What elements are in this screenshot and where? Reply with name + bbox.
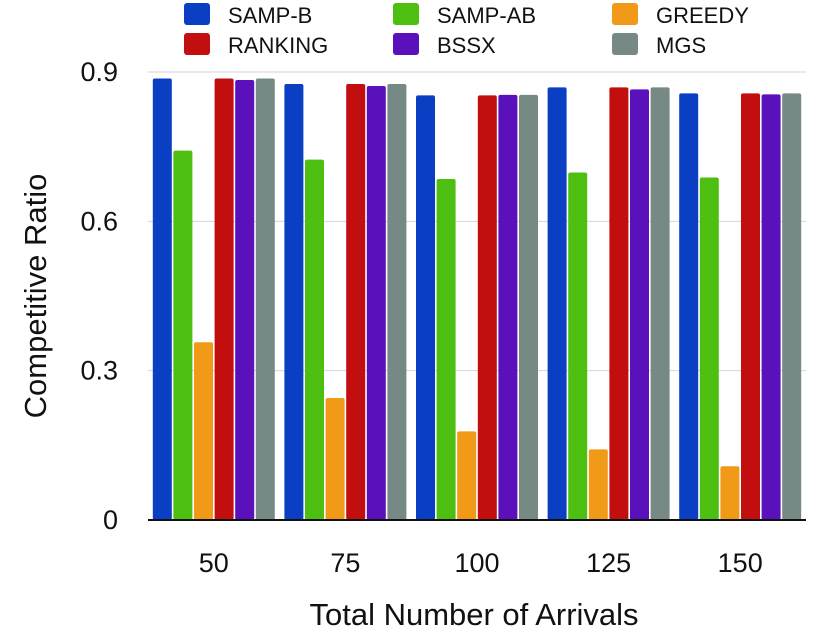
bar-samp-b-125 xyxy=(547,87,567,520)
legend-label-ranking: RANKING xyxy=(228,33,328,58)
bar-samp-b-75 xyxy=(284,83,304,521)
x-tick-label: 100 xyxy=(454,548,499,578)
legend: SAMP-B SAMP-AB GREEDY RANKING BSSX MGS xyxy=(184,3,749,58)
legend-label-mgs: MGS xyxy=(656,33,706,58)
legend-label-greedy: GREEDY xyxy=(656,3,749,28)
legend-label-samp-ab: SAMP-AB xyxy=(437,3,536,28)
bar-mgs-50 xyxy=(255,78,275,521)
legend-swatch-bssx xyxy=(393,33,419,55)
y-tick-label: 0.3 xyxy=(80,356,118,386)
bar-ranking-100 xyxy=(477,95,497,520)
legend-swatch-samp-b xyxy=(184,3,210,25)
bar-ranking-50 xyxy=(214,78,234,521)
bar-samp-ab-150 xyxy=(699,177,719,521)
bar-bssx-125 xyxy=(630,89,649,520)
legend-label-samp-b: SAMP-B xyxy=(228,3,312,28)
x-axis-title: Total Number of Arrivals xyxy=(309,597,638,632)
legend-label-bssx: BSSX xyxy=(437,33,496,58)
y-tick-label: 0 xyxy=(103,505,118,535)
bar-samp-b-50 xyxy=(152,78,172,521)
bar-mgs-100 xyxy=(519,94,538,521)
bar-samp-ab-50 xyxy=(173,150,193,520)
bar-greedy-75 xyxy=(325,398,345,520)
bar-samp-ab-125 xyxy=(568,172,588,520)
y-tick-label: 0.9 xyxy=(80,57,118,87)
bar-ranking-125 xyxy=(609,87,629,520)
bar-mgs-125 xyxy=(650,87,670,520)
bar-greedy-50 xyxy=(194,342,213,520)
legend-swatch-ranking xyxy=(184,33,210,55)
y-axis-title: Competitive Ratio xyxy=(18,174,53,419)
bar-samp-ab-75 xyxy=(305,159,324,520)
x-tick-label: 50 xyxy=(199,548,229,578)
y-tick-labels: 0 0.3 0.6 0.9 xyxy=(80,57,118,535)
x-tick-label: 150 xyxy=(718,548,763,578)
bar-samp-ab-100 xyxy=(436,179,456,520)
bar-samp-b-100 xyxy=(416,95,435,520)
y-tick-label: 0.6 xyxy=(80,206,118,236)
bar-samp-b-150 xyxy=(679,93,699,520)
bar-mgs-150 xyxy=(782,93,802,520)
legend-swatch-mgs xyxy=(612,33,638,55)
bar-bssx-150 xyxy=(761,94,781,521)
bar-greedy-100 xyxy=(457,431,477,520)
legend-swatch-greedy xyxy=(612,3,638,25)
bar-bssx-100 xyxy=(498,94,518,521)
bars xyxy=(152,78,802,521)
bar-greedy-150 xyxy=(720,466,740,520)
bar-bssx-75 xyxy=(366,85,386,520)
bar-mgs-75 xyxy=(387,83,407,521)
x-tick-label: 125 xyxy=(586,548,631,578)
bar-ranking-75 xyxy=(346,83,366,521)
x-tick-labels: 50 75 100 125 150 xyxy=(199,548,763,578)
x-tick-label: 75 xyxy=(330,548,360,578)
bar-ranking-150 xyxy=(741,93,760,520)
bar-greedy-125 xyxy=(588,449,608,520)
legend-swatch-samp-ab xyxy=(393,3,419,25)
bar-bssx-50 xyxy=(235,79,255,520)
